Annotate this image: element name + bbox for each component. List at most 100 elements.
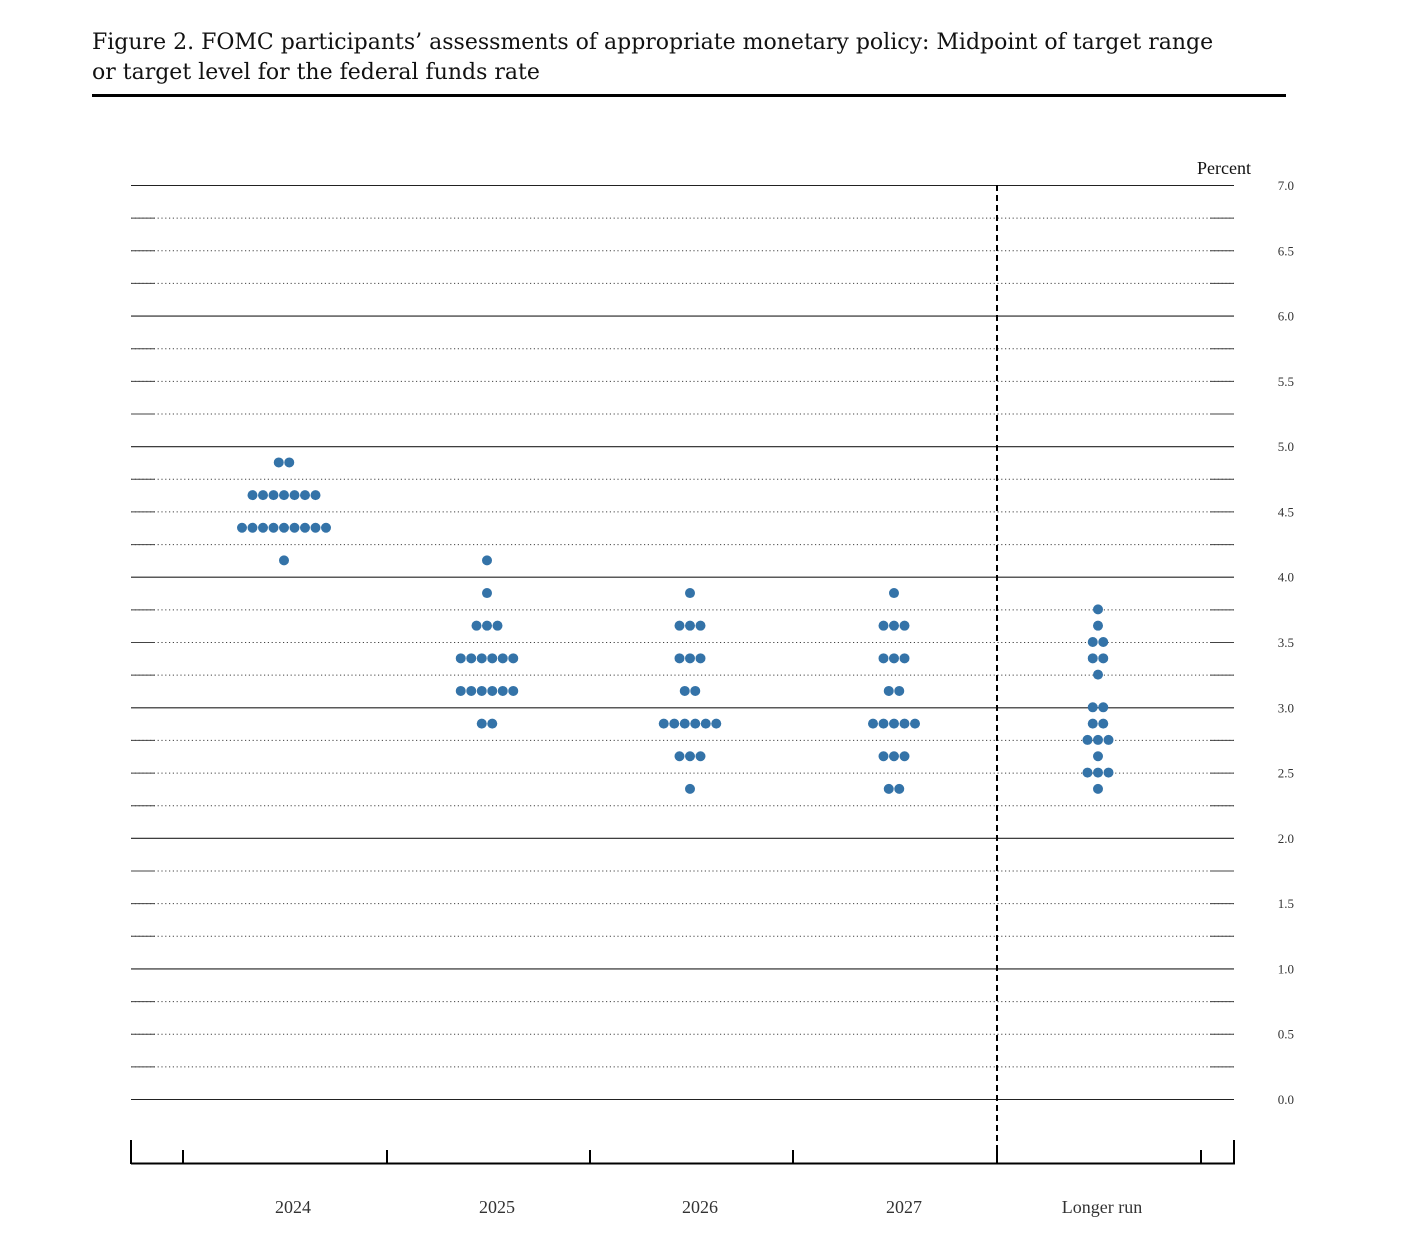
- y-tick-label: 1.5: [1278, 896, 1294, 911]
- participant-dot: [508, 685, 519, 696]
- participant-dot: [889, 588, 899, 599]
- participant-dot: [289, 490, 300, 501]
- title-rule: [92, 94, 1286, 97]
- participant-dot: [508, 653, 519, 664]
- y-tick-labels: 0.0 0.5 1.0 1.5 2.0 2.5 3.0 3.5 4.0 4.5 5.0 5.5 6.0 6…: [1278, 178, 1294, 1107]
- participant-dot: [878, 653, 889, 664]
- y-tick-label: 6.0: [1278, 309, 1294, 324]
- participant-dot: [679, 685, 690, 696]
- participant-dot: [899, 751, 910, 762]
- participant-dot: [685, 653, 695, 664]
- participant-dot: [910, 718, 920, 729]
- participant-dot: [1103, 767, 1114, 778]
- participant-dot: [878, 718, 889, 729]
- participant-dot: [258, 522, 268, 533]
- y-tick-label: 4.0: [1278, 570, 1294, 585]
- x-category-label: 2026: [682, 1197, 718, 1217]
- participant-dot: [1093, 751, 1103, 762]
- participant-dot: [1087, 653, 1098, 664]
- participant-dot: [899, 620, 910, 631]
- participant-dot: [700, 718, 711, 729]
- participant-dot: [878, 751, 889, 762]
- participant-dot: [1082, 767, 1093, 778]
- participant-dot: [1098, 702, 1109, 713]
- participant-dot: [455, 685, 466, 696]
- participant-dot: [487, 718, 498, 729]
- participant-dot: [889, 620, 899, 631]
- y-tick-label: 5.0: [1278, 439, 1294, 454]
- x-category-label: 2025: [479, 1197, 515, 1217]
- participant-dot: [695, 653, 706, 664]
- participant-dot: [247, 490, 258, 501]
- y-tick-label: 7.0: [1278, 178, 1294, 193]
- participant-dot: [899, 653, 910, 664]
- participant-dot: [487, 685, 498, 696]
- participant-dot: [289, 522, 300, 533]
- y-tick-label: 2.5: [1278, 766, 1294, 781]
- participant-dot: [1093, 620, 1103, 631]
- participant-dot: [690, 718, 701, 729]
- participant-dot: [685, 588, 695, 599]
- grid-lines: [131, 184, 1234, 1101]
- participant-dot: [674, 653, 685, 664]
- participant-dot: [695, 751, 706, 762]
- y-tick-label: 3.5: [1278, 635, 1294, 650]
- y-tick-label: 2.0: [1278, 831, 1294, 846]
- participant-dot: [466, 685, 477, 696]
- participant-dot: [685, 620, 695, 631]
- participant-dot: [883, 783, 894, 794]
- x-category-label: Longer run: [1062, 1197, 1142, 1217]
- participant-dot: [247, 522, 258, 533]
- participant-dot: [476, 718, 487, 729]
- participant-dot: [1093, 669, 1103, 680]
- participant-dot: [1087, 718, 1098, 729]
- figure-title: Figure 2. FOMC participants’ assessments…: [92, 28, 1286, 88]
- y-tick-label: 3.0: [1278, 700, 1294, 715]
- participant-dot: [1098, 637, 1109, 647]
- participant-dot: [476, 653, 487, 664]
- participant-dot: [1087, 637, 1098, 647]
- participant-dot: [1093, 783, 1103, 794]
- participant-dot: [658, 718, 669, 729]
- participant-dot: [674, 620, 685, 631]
- x-category-label: 2024: [275, 1197, 311, 1217]
- participant-dot: [268, 522, 279, 533]
- participant-dot: [669, 718, 680, 729]
- y-tick-label: 4.5: [1278, 504, 1294, 519]
- y-tick-label: 5.5: [1278, 374, 1294, 389]
- participant-dot: [1098, 653, 1109, 664]
- participant-dot: [711, 718, 722, 729]
- participant-dot: [476, 685, 487, 696]
- participant-dot: [883, 685, 894, 696]
- participant-dot: [878, 620, 889, 631]
- participant-dot: [300, 522, 310, 533]
- participant-dot: [1093, 604, 1103, 615]
- participant-dot: [894, 685, 905, 696]
- participant-dot: [466, 653, 477, 664]
- participant-dot: [497, 653, 508, 664]
- participant-dot: [889, 751, 899, 762]
- x-axis: [130, 185, 1235, 1165]
- participant-dot: [1082, 734, 1093, 745]
- participant-dot: [310, 522, 321, 533]
- participant-dot: [868, 718, 878, 729]
- participant-dot: [471, 620, 482, 631]
- figure-title-line-2: or target level for the federal funds ra…: [92, 60, 540, 85]
- participant-dot: [279, 555, 289, 566]
- participant-dot: [482, 555, 492, 566]
- y-axis-unit-label: Percent: [1197, 158, 1251, 178]
- participant-dot: [894, 783, 905, 794]
- participant-dot: [455, 653, 466, 664]
- participant-dot: [690, 685, 701, 696]
- participant-dot: [279, 490, 289, 501]
- participant-dot: [310, 490, 321, 501]
- participant-dot: [279, 522, 289, 533]
- participant-dot: [899, 718, 910, 729]
- y-tick-label: 6.5: [1278, 243, 1294, 258]
- participant-dots: [237, 457, 1114, 794]
- participant-dot: [321, 522, 331, 533]
- participant-dot: [1087, 702, 1098, 713]
- participant-dot: [1103, 734, 1114, 745]
- figure-title-line-1: Figure 2. FOMC participants’ assessments…: [92, 30, 1214, 55]
